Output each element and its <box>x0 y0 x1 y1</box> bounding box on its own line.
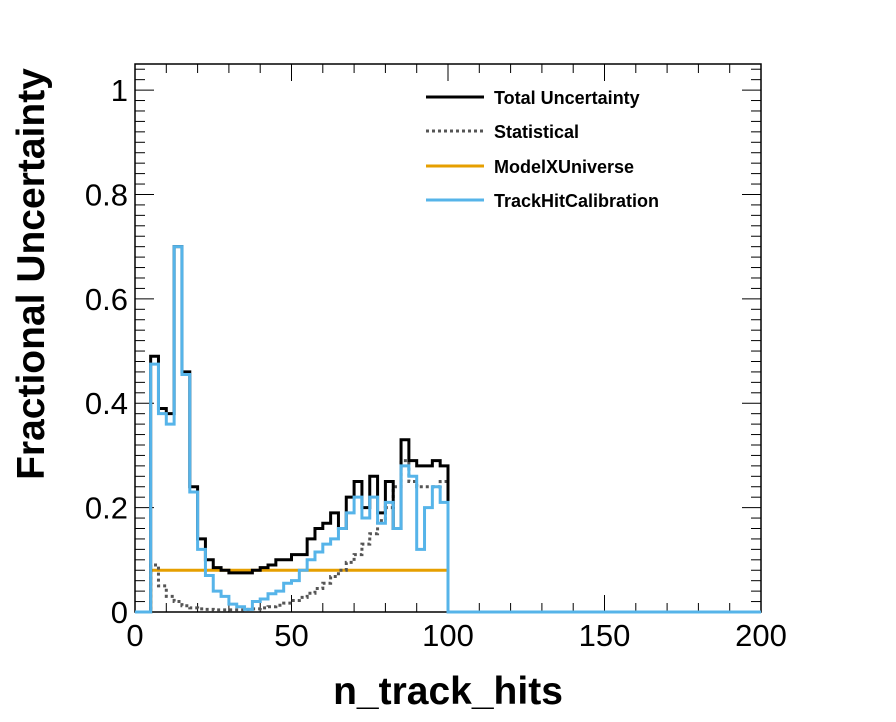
x-tick-label: 100 <box>422 618 474 653</box>
x-axis-title: n_track_hits <box>333 670 563 713</box>
series-trackhitcalibration <box>135 245 761 614</box>
legend-label-modelxuniverse: ModelXUniverse <box>494 157 634 177</box>
legend-label-statistical: Statistical <box>494 122 579 142</box>
y-tick-label: 0.8 <box>85 177 128 212</box>
series-layer <box>135 245 761 614</box>
legend-label-trackhitcalibration: TrackHitCalibration <box>494 191 659 211</box>
x-tick-label: 150 <box>579 618 631 653</box>
series-statistical <box>135 459 761 614</box>
y-tick-label: 0.4 <box>85 386 128 421</box>
y-tick-label: 0.6 <box>85 282 128 317</box>
y-tick-label: 0 <box>111 595 128 630</box>
axis-ticks <box>134 64 762 613</box>
tick-labels: 0 50 100 150 200 0 0.2 0.4 0.6 0.8 1 <box>85 73 787 653</box>
y-tick-label: 1 <box>111 73 128 108</box>
x-tick-label: 200 <box>735 618 787 653</box>
y-axis-title: Fractional Uncertainty <box>10 68 53 480</box>
x-tick-label: 0 <box>126 618 143 653</box>
y-tick-label: 0.2 <box>85 491 128 526</box>
series-modelxuniverse <box>135 568 761 614</box>
legend-label-total: Total Uncertainty <box>494 88 640 108</box>
x-tick-label: 50 <box>274 618 308 653</box>
legend: Total Uncertainty Statistical ModelXUniv… <box>426 88 659 211</box>
